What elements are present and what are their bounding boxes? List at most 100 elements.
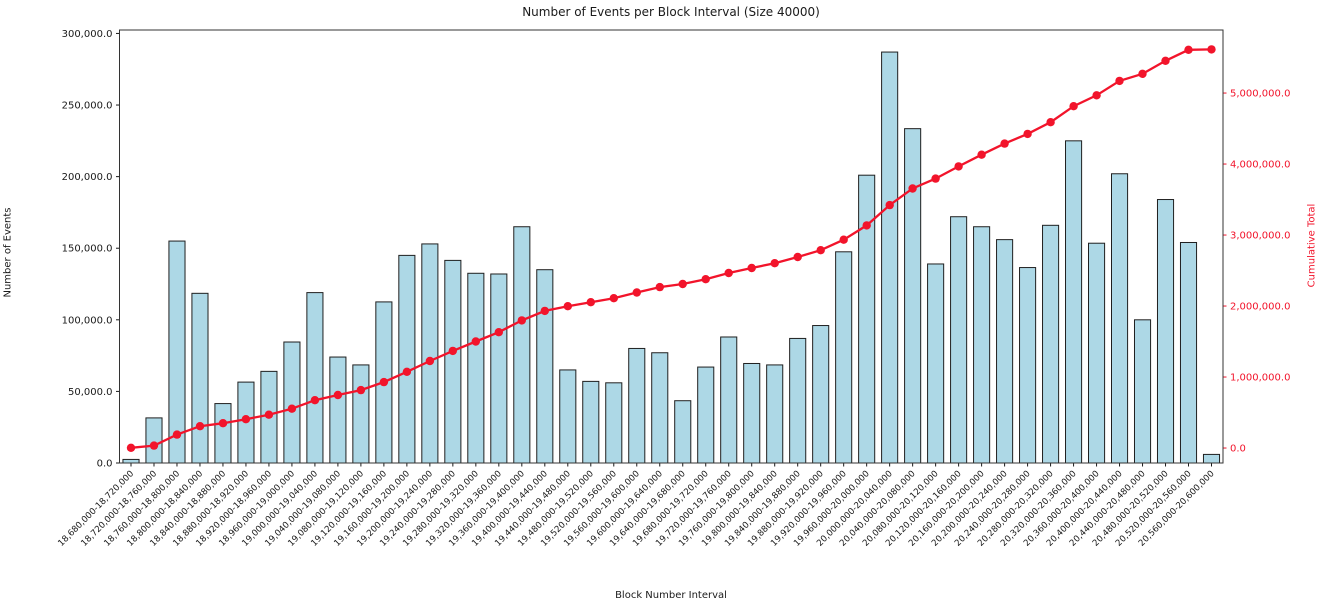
cumulative-point <box>241 415 251 424</box>
cumulative-point <box>126 443 136 452</box>
bar <box>927 263 945 464</box>
bar <box>674 400 692 464</box>
cumulative-point <box>609 294 618 303</box>
bar <box>536 269 554 464</box>
cumulative-point <box>632 288 641 297</box>
bar <box>467 272 485 464</box>
cumulative-point <box>954 162 963 171</box>
axis-frame <box>119 29 1224 464</box>
cumulative-point <box>1207 45 1216 54</box>
cumulative-point <box>816 246 825 255</box>
y-tick-label-left: 250,000.0 <box>62 101 113 112</box>
bar <box>582 380 600 464</box>
x-axis-label: Block Number Interval <box>615 590 727 601</box>
cumulative-point <box>1161 56 1170 65</box>
cumulative-point <box>1092 91 1101 100</box>
cumulative-point <box>931 174 940 183</box>
y-tick-label-left: 50,000.0 <box>68 387 113 398</box>
bar <box>168 240 186 464</box>
y-tick-label-left: 0.0 <box>97 459 113 470</box>
bar <box>214 403 232 464</box>
bar <box>1202 453 1221 464</box>
cumulative-point <box>1184 45 1193 54</box>
cumulative-point <box>563 302 572 311</box>
cumulative-point <box>1069 102 1078 111</box>
y-tick-label-left: 300,000.0 <box>62 29 113 40</box>
bar <box>444 259 462 464</box>
cumulative-point <box>540 306 549 316</box>
cumulative-point <box>1115 76 1124 86</box>
bar <box>1111 173 1129 464</box>
bar <box>283 341 301 464</box>
cumulative-point <box>310 396 320 405</box>
cumulative-point <box>724 268 733 278</box>
cumulative-point <box>862 221 871 230</box>
cumulative-point <box>793 252 802 262</box>
cumulative-point <box>356 385 366 395</box>
y-tick-label-left: 100,000.0 <box>62 315 113 326</box>
y-tick-label-right: 5,000,000.0 <box>1230 89 1290 100</box>
bar <box>122 458 140 464</box>
cumulative-point <box>747 263 756 273</box>
y-tick-label-right: 2,000,000.0 <box>1230 302 1290 313</box>
bar <box>858 174 876 464</box>
bar <box>950 216 968 464</box>
bar <box>1042 224 1060 464</box>
bar <box>628 347 646 464</box>
bar <box>881 51 899 464</box>
cumulative-point <box>977 150 986 159</box>
cumulative-point <box>1046 118 1055 127</box>
cumulative-point <box>839 235 848 244</box>
cumulative-point <box>333 390 343 400</box>
bar <box>835 251 853 464</box>
bar <box>329 356 347 464</box>
bar <box>191 292 209 464</box>
cumulative-point <box>218 419 228 428</box>
bar <box>1179 241 1198 464</box>
bar <box>1019 267 1037 464</box>
cumulative-point <box>448 346 457 356</box>
bar <box>490 273 508 464</box>
bar <box>766 364 784 464</box>
chart-title: Number of Events per Block Interval (Siz… <box>522 5 820 19</box>
bar <box>1133 319 1152 464</box>
y-tick-label-right: 1,000,000.0 <box>1230 373 1290 384</box>
cumulative-point <box>517 316 526 325</box>
cumulative-point <box>471 337 480 346</box>
cumulative-point <box>1000 139 1009 148</box>
bar <box>421 243 439 464</box>
cumulative-point <box>287 404 297 413</box>
cumulative-point <box>586 298 595 307</box>
y-tick-label-left: 150,000.0 <box>62 244 113 255</box>
cumulative-point <box>172 430 182 439</box>
bar <box>720 336 738 464</box>
bar <box>789 337 807 464</box>
cumulative-point <box>195 422 205 431</box>
bar <box>904 128 922 464</box>
bar <box>697 366 715 464</box>
bar <box>398 254 416 464</box>
cumulative-point <box>908 184 917 193</box>
cumulative-point <box>885 200 894 210</box>
bar <box>973 226 991 464</box>
cumulative-point <box>1023 129 1032 139</box>
y-tick-label-right: 0.0 <box>1230 444 1246 455</box>
bar <box>1065 140 1083 464</box>
bar <box>605 382 623 464</box>
y-tick-label-right: 4,000,000.0 <box>1230 160 1290 171</box>
bar <box>812 325 830 464</box>
cumulative-point <box>770 259 779 268</box>
bar <box>352 364 370 464</box>
cumulative-point <box>402 367 412 376</box>
cumulative-point <box>494 328 503 337</box>
bar <box>559 369 577 464</box>
cumulative-point <box>379 377 389 387</box>
cumulative-point <box>655 282 664 292</box>
cumulative-point <box>701 275 710 284</box>
bar <box>651 352 669 464</box>
bar <box>743 362 761 464</box>
bar <box>1088 242 1106 464</box>
bar <box>145 417 163 464</box>
y-tick-label-right: 3,000,000.0 <box>1230 231 1290 242</box>
